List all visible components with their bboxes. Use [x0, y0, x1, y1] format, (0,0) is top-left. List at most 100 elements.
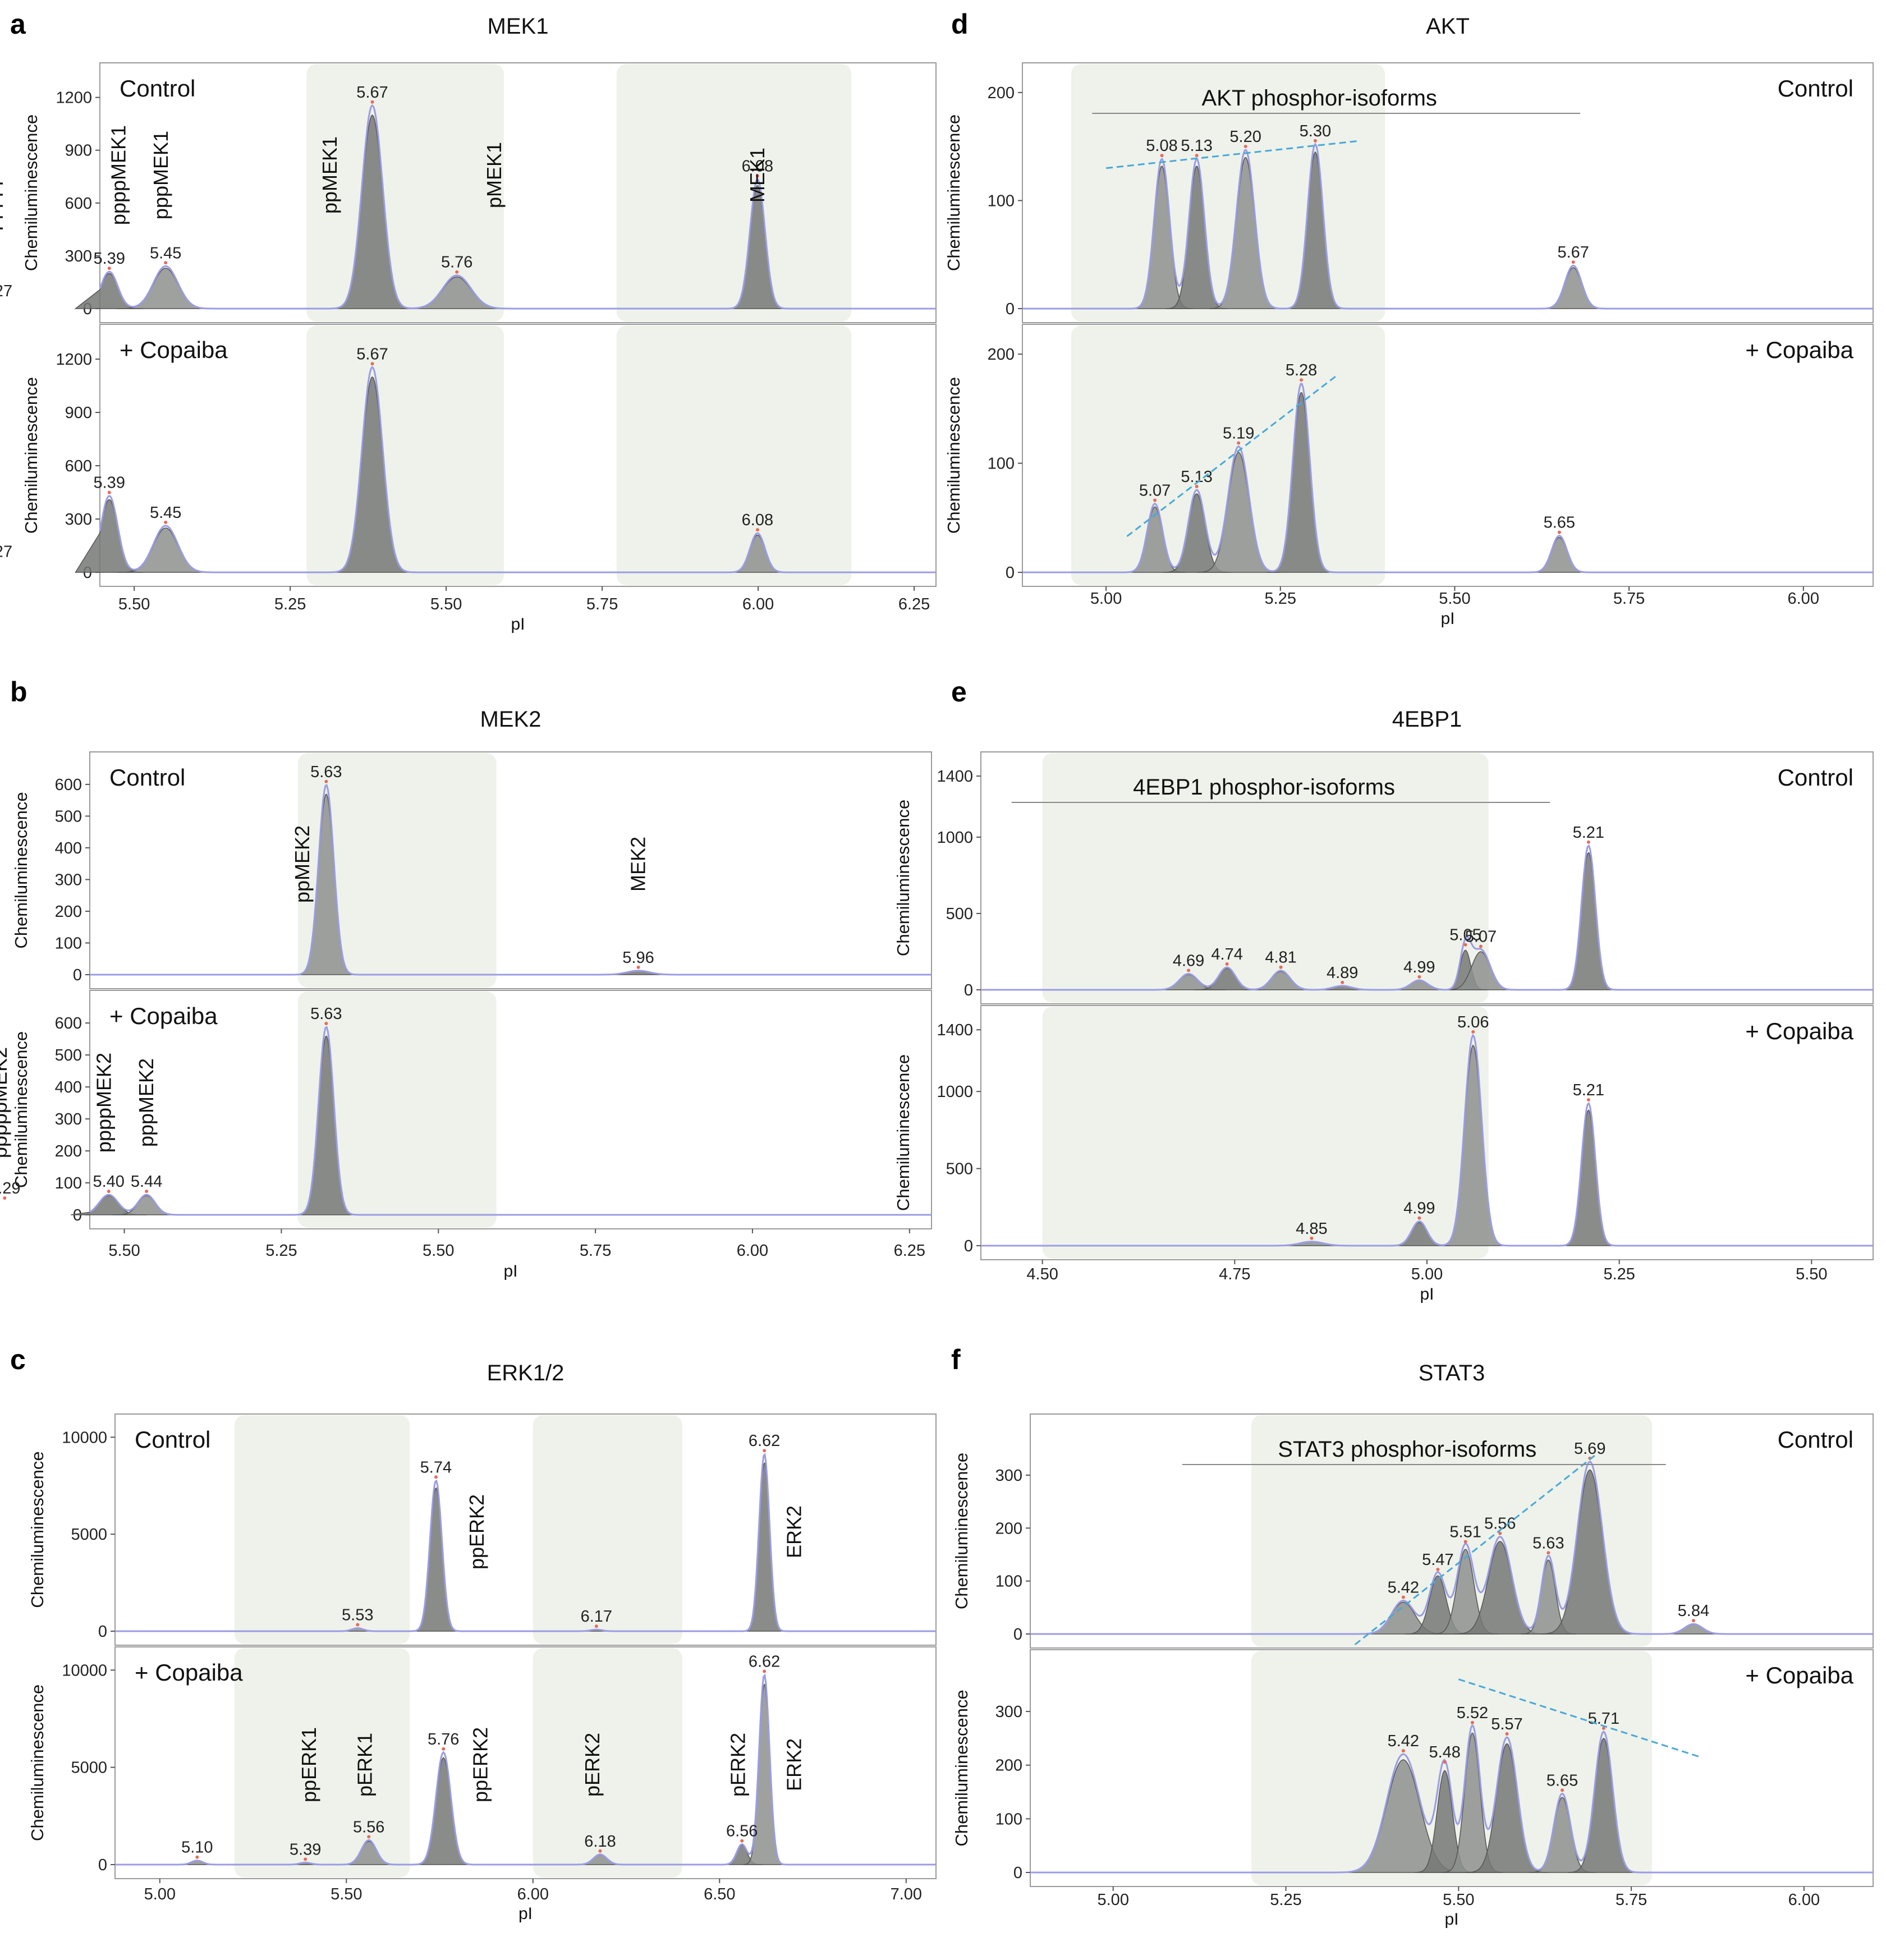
peak-marker	[1557, 530, 1561, 534]
condition-label: + Copaiba	[1745, 1018, 1853, 1044]
condition-label: Control	[135, 1426, 210, 1453]
plot-frame	[980, 751, 1874, 1004]
x-tick-label: 5.00	[1098, 1891, 1129, 1909]
peak-marker	[324, 779, 328, 783]
y-tick-label: 1400	[937, 768, 973, 786]
x-tick-label: 5.25	[1265, 590, 1296, 608]
y-tick-label: 0	[1006, 564, 1015, 582]
x-tick-label: 5.50	[423, 1242, 454, 1260]
isoform-label: pERK2	[727, 1733, 750, 1797]
y-tick-label: 10000	[62, 1429, 107, 1447]
panel-c: c ERK1/2 0 5000 10000 Chemiluminescence Contro…	[10, 1344, 937, 1923]
peak-marker	[195, 1855, 199, 1859]
isoform-label: ppppMEK1	[107, 125, 130, 225]
x-tick-label: 4.75	[1219, 1265, 1250, 1283]
peak-label: 6.56	[726, 1823, 758, 1840]
panel-letter: d	[951, 8, 969, 40]
plot-frame	[114, 1646, 937, 1879]
peak-marker	[594, 1624, 598, 1628]
peak-label: 5.07	[1465, 928, 1497, 946]
peak-marker	[1153, 498, 1157, 502]
y-tick-label: 400	[55, 839, 82, 857]
y-tick-label: 0	[73, 1206, 82, 1224]
isoform-label: ppMEK2	[291, 825, 314, 903]
peak-marker	[1195, 154, 1199, 158]
condition-label: + Copaiba	[1745, 337, 1853, 363]
subplot-control: 0 100 200 Chemiluminescence Control 5.08 5.13 5…	[944, 62, 1874, 323]
y-tick-label: 600	[55, 1015, 82, 1032]
x-axis-label: pI	[518, 1904, 533, 1923]
peak-marker	[356, 1623, 360, 1627]
y-tick-label: 200	[995, 1757, 1022, 1775]
peak-marker	[1463, 1540, 1467, 1544]
y-tick-label: 600	[65, 195, 92, 213]
isoform-band-label: AKT phosphor-isoforms	[1201, 86, 1437, 111]
y-tick-label: 0	[1013, 1864, 1022, 1882]
peak-label: 5.96	[622, 949, 654, 967]
peak-label: 5.10	[181, 1839, 213, 1857]
peak-marker	[1401, 1595, 1405, 1599]
trend-line	[1126, 375, 1337, 538]
x-axis-label: pI	[511, 615, 525, 634]
peak-label: 6.08	[742, 511, 773, 529]
peak-label: 5.27	[0, 543, 12, 561]
y-axis-label: Chemiluminescence	[21, 114, 41, 271]
highlight-region	[234, 1648, 410, 1878]
x-axis-label: pI	[1420, 1285, 1434, 1303]
y-axis-label: Chemiluminescence	[893, 1054, 913, 1211]
subplot-control: 0 100 200 300 400 500 600 Chemiluminescence Cont…	[11, 751, 932, 989]
peak-label: 4.81	[1265, 949, 1296, 967]
peak-label: 5.76	[428, 1731, 459, 1748]
peak-marker	[1602, 1726, 1605, 1730]
y-tick-label: 100	[995, 1810, 1022, 1828]
y-tick-label: 500	[946, 905, 973, 923]
y-tick-label: 200	[55, 1142, 82, 1160]
condition-label: Control	[1778, 1426, 1853, 1453]
subplot-control: 0 5000 10000 Chemiluminescence Control 5.53 5.…	[27, 1413, 937, 1646]
panel-title: STAT3	[1419, 1361, 1485, 1385]
condition-label: Control	[1778, 75, 1853, 102]
y-tick-label: 100	[988, 192, 1015, 210]
peak-marker	[1341, 980, 1344, 984]
highlight-region	[297, 992, 497, 1228]
peak-marker	[1243, 144, 1247, 148]
y-tick-label: 5000	[71, 1759, 107, 1777]
y-tick-label: 900	[65, 404, 92, 422]
y-tick-label: 100	[55, 1174, 82, 1192]
peak-label: 5.84	[1678, 1602, 1709, 1620]
peak-marker	[1498, 1531, 1502, 1535]
signal-trace	[1030, 1724, 1873, 1874]
subplot-control: 0 500 1000 1400 Chemiluminescence Control 4.69…	[893, 751, 1874, 1004]
plot-frame	[1022, 324, 1874, 587]
x-tick-label: 5.00	[1411, 1265, 1443, 1283]
y-tick-label: 300	[65, 247, 92, 265]
peak-fill	[1560, 852, 1617, 990]
x-tick-label: 5.25	[265, 1242, 297, 1260]
isoform-label: pMEK1	[483, 142, 506, 208]
peak-label: 5.08	[1146, 137, 1177, 155]
plot-frame	[89, 990, 932, 1229]
panel-e: e 4EBP1 0 500 1000 1400 Chemiluminescence Contr…	[893, 676, 1874, 1303]
y-tick-label: 1000	[937, 829, 973, 847]
panel-title: 4EBP1	[1392, 707, 1462, 732]
y-tick-label: 300	[65, 511, 92, 529]
peak-marker	[1237, 441, 1241, 445]
peak-label: 5.39	[290, 1840, 321, 1858]
peak-label: 5.56	[353, 1818, 384, 1836]
peak-marker	[1187, 968, 1191, 972]
peak-label: 5.45	[150, 244, 181, 262]
y-tick-label: 500	[55, 1046, 82, 1064]
isoform-label: ppppMEK2	[92, 1053, 115, 1153]
peak-marker	[1443, 1760, 1447, 1764]
peak-marker	[324, 1022, 328, 1026]
y-axis-label: Chemiluminescence	[27, 1451, 47, 1608]
isoform-label: pERK2	[581, 1733, 604, 1797]
highlight-region	[1042, 753, 1489, 1003]
y-axis-label: Chemiluminescence	[11, 792, 31, 948]
y-tick-label: 5000	[71, 1526, 107, 1544]
y-tick-label: 0	[98, 1623, 107, 1641]
x-axis-label: pI	[1440, 609, 1454, 628]
plot-frame	[99, 324, 937, 587]
peak-label: 5.39	[94, 250, 125, 268]
highlight-region	[306, 325, 504, 585]
